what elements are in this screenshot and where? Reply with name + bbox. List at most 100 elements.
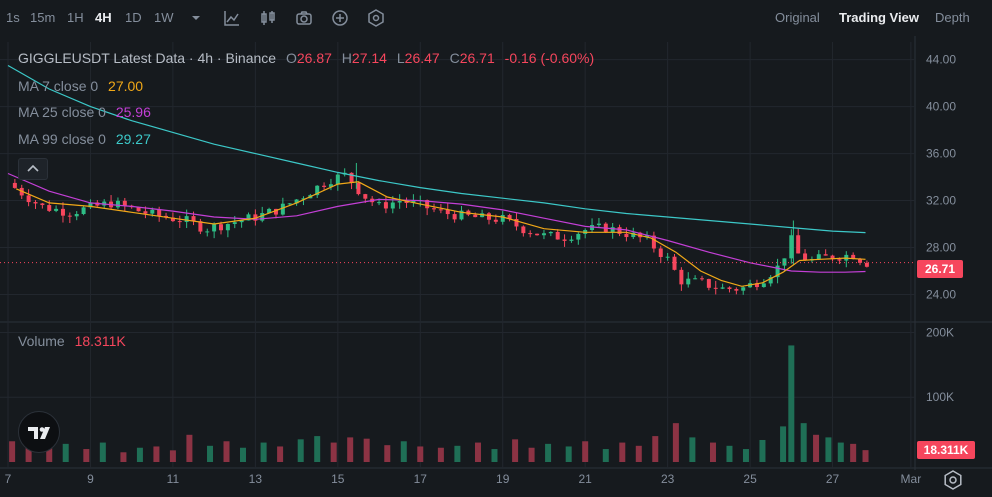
- candle-body: [74, 214, 79, 217]
- ma25-label: MA 25 close 0: [18, 104, 106, 120]
- time-tick-label: 23: [661, 472, 675, 486]
- add-indicator-icon[interactable]: [330, 8, 350, 28]
- volume-bar: [742, 449, 749, 462]
- timeframe-15m[interactable]: 15m: [30, 10, 56, 25]
- candle-body: [782, 258, 787, 266]
- timeframe-1h[interactable]: 1H: [67, 10, 84, 25]
- close-value: 26.71: [459, 50, 495, 66]
- volume-bar: [491, 449, 498, 462]
- ma99-line: [7, 64, 866, 234]
- volume-bar: [239, 447, 246, 462]
- time-tick-label: 25: [743, 472, 757, 486]
- candle-body: [452, 214, 457, 220]
- view-depth[interactable]: Depth: [935, 10, 970, 25]
- volume-bar: [260, 442, 267, 462]
- volume-bar: [837, 442, 844, 462]
- ma99-legend: MA 99 close 0 29.27: [18, 131, 151, 147]
- high-value: 27.14: [351, 50, 387, 66]
- candle-body: [177, 221, 182, 223]
- volume-bar: [635, 445, 642, 462]
- last-volume-tag: 18.311K: [917, 441, 975, 459]
- candle-body: [287, 203, 292, 205]
- volume-bar: [582, 441, 589, 462]
- chart-type-icon[interactable]: [222, 8, 242, 28]
- candle-body: [596, 223, 601, 226]
- candle-body: [548, 231, 553, 234]
- candle-body: [157, 209, 162, 216]
- volume-bar: [800, 423, 807, 462]
- timeframe-1w[interactable]: 1W: [154, 10, 174, 25]
- candle-body: [720, 287, 725, 289]
- candle-body: [225, 223, 230, 231]
- time-tick-label: Mar: [901, 472, 922, 486]
- candle-body: [768, 277, 773, 284]
- volume-bar: [759, 439, 766, 462]
- volume-bar: [862, 450, 869, 462]
- candle-body: [212, 224, 217, 232]
- volume-tick-label: 100K: [926, 390, 954, 404]
- candle-body: [47, 205, 52, 211]
- open-label: O: [285, 50, 297, 66]
- candle-body: [617, 227, 622, 234]
- candle-body: [322, 185, 327, 187]
- candles-icon[interactable]: [258, 8, 278, 28]
- candle-body: [205, 231, 210, 233]
- timeframe-4h[interactable]: 4H: [95, 10, 112, 25]
- volume-bar: [474, 442, 481, 462]
- candle-body: [273, 208, 278, 215]
- candle-body: [246, 214, 251, 221]
- tradingview-logo[interactable]: [18, 411, 60, 453]
- volume-bar: [602, 449, 609, 462]
- candle-body: [115, 200, 120, 208]
- candle-body: [473, 214, 478, 218]
- timeframe-1d[interactable]: 1D: [125, 10, 142, 25]
- candle-body: [507, 215, 512, 219]
- candle-body: [425, 200, 430, 209]
- candle-body: [631, 232, 636, 238]
- price-tick-label: 32.00: [926, 194, 956, 208]
- ma25-legend: MA 25 close 0 25.96: [18, 104, 151, 120]
- volume-bar: [788, 345, 795, 462]
- collapse-legend-button[interactable]: [18, 158, 48, 180]
- timeframe-1s[interactable]: 1s: [6, 10, 20, 25]
- view-original[interactable]: Original: [775, 10, 820, 25]
- volume-bar: [25, 445, 32, 462]
- view-trading-view[interactable]: Trading View: [839, 10, 919, 25]
- volume-bar: [813, 434, 820, 462]
- candle-body: [645, 235, 650, 238]
- price-tick-label: 44.00: [926, 53, 956, 67]
- timeframe-dropdown-icon[interactable]: [186, 8, 206, 28]
- ma99-value: 29.27: [115, 131, 151, 147]
- volume-bar: [62, 443, 69, 462]
- time-tick-label: 11: [167, 472, 180, 486]
- candle-body: [445, 209, 450, 215]
- candle-body: [555, 231, 560, 240]
- candle-body: [514, 218, 519, 227]
- candle-body: [837, 259, 842, 261]
- price-chart[interactable]: 44.00 40.00 36.00 32.00 28.00 24.00 200K 100K 7 9…: [0, 36, 992, 497]
- volume-bar: [314, 436, 321, 462]
- candle-body: [761, 283, 766, 288]
- candle-body: [816, 254, 821, 260]
- ma25-value: 25.96: [115, 104, 151, 120]
- time-tick-label: 27: [826, 472, 840, 486]
- candle-body: [122, 200, 127, 206]
- candle-body: [301, 198, 306, 200]
- candle-body: [432, 208, 437, 210]
- candle-body: [198, 221, 203, 232]
- candle-body: [356, 182, 361, 195]
- candle-body: [54, 208, 59, 211]
- volume-bar: [850, 443, 857, 462]
- candle-body: [665, 256, 670, 258]
- high-label: H: [341, 50, 352, 66]
- volume-bar: [652, 436, 659, 462]
- camera-icon[interactable]: [294, 8, 314, 28]
- candle-body: [486, 213, 491, 220]
- settings-hex-icon[interactable]: [366, 8, 386, 28]
- volume-bar: [512, 439, 519, 462]
- candle-body: [40, 203, 45, 206]
- chart-settings-icon[interactable]: [942, 469, 964, 491]
- candle-body: [60, 208, 65, 216]
- volume-bar: [277, 446, 284, 462]
- volume-bar: [672, 423, 679, 462]
